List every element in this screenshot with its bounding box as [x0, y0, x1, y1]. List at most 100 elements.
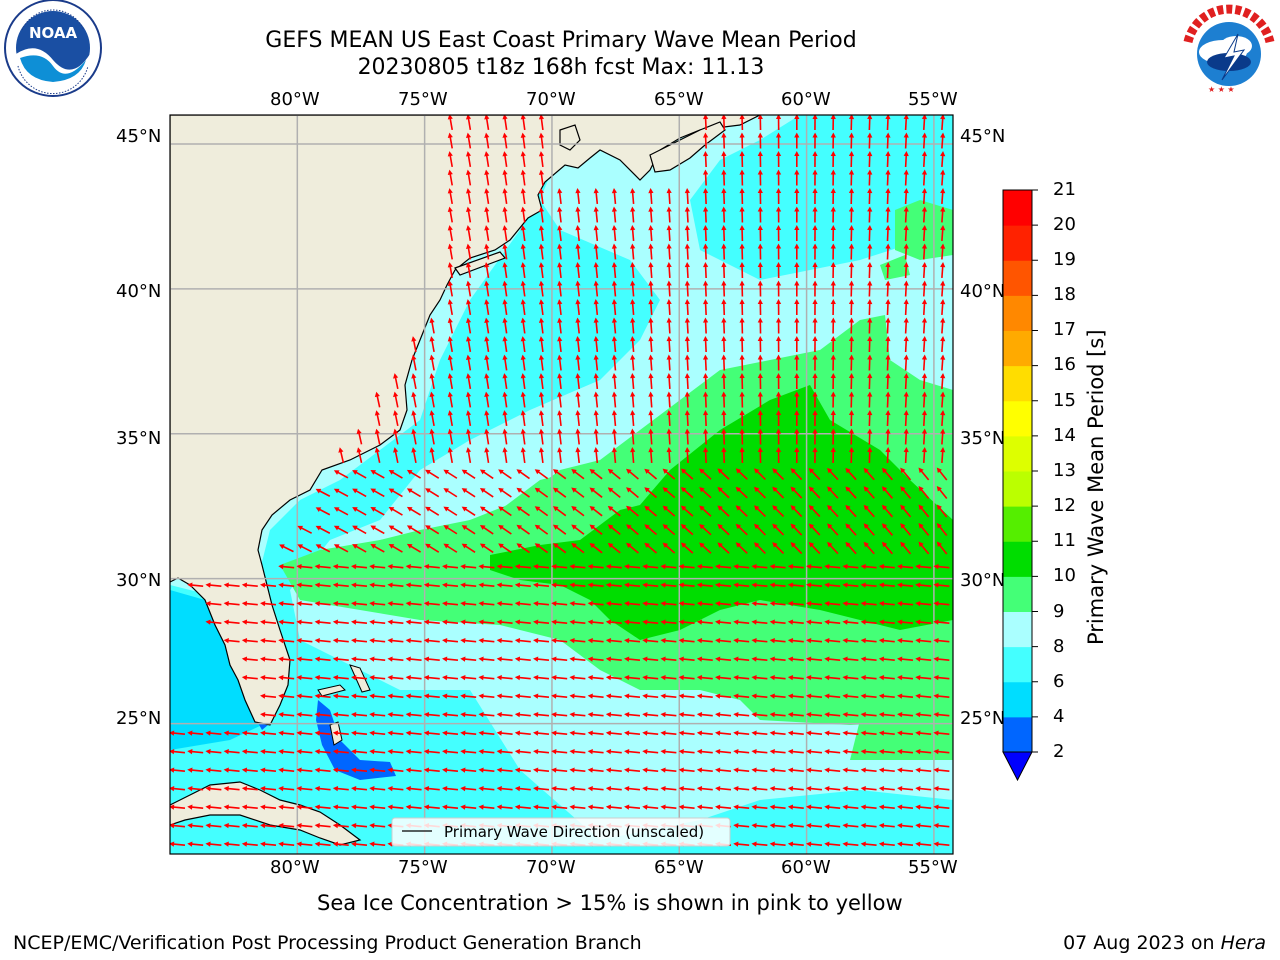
wave-arrow [860, 730, 877, 736]
wave-arrow [812, 206, 818, 223]
wave-arrow [533, 767, 550, 773]
wave-arrow [721, 169, 727, 186]
wave-arrow [842, 582, 859, 588]
wave-arrow [757, 243, 763, 260]
wave-arrow [460, 786, 477, 792]
wave-arrow [769, 693, 786, 699]
wave-arrow [897, 693, 914, 699]
wave-arrow [699, 542, 712, 554]
wave-arrow [314, 823, 331, 829]
wave-arrow [551, 730, 568, 736]
wave-arrow [332, 841, 349, 847]
wave-arrow [878, 619, 895, 625]
wave-arrow [205, 804, 222, 810]
wave-arrow [660, 693, 677, 699]
wave-arrow [885, 447, 891, 464]
wave-arrow [465, 188, 472, 205]
wave-arrow [881, 486, 893, 499]
wave-arrow [520, 299, 526, 316]
wave-arrow [696, 712, 713, 718]
wave-arrow [721, 280, 727, 297]
wave-arrow [863, 541, 875, 555]
wave-arrow [848, 410, 855, 427]
wave-arrow [703, 373, 709, 390]
wave-arrow [739, 299, 745, 316]
wave-arrow [885, 391, 891, 408]
wave-arrow [666, 317, 672, 334]
wave-arrow [538, 206, 545, 223]
wave-arrow [940, 280, 946, 297]
wave-arrow [775, 188, 782, 205]
lat-label-left: 40°N [116, 281, 162, 302]
wave-arrow [605, 582, 622, 588]
colorbar-tick-label: 2 [1053, 741, 1065, 762]
wave-arrow [605, 656, 622, 662]
wave-arrow [534, 487, 549, 498]
wave-arrow [678, 619, 695, 625]
wave-arrow [332, 656, 349, 662]
wave-arrow [721, 262, 727, 279]
wave-arrow [885, 428, 891, 445]
legend-label: Primary Wave Direction (unscaled) [444, 823, 704, 841]
wave-arrow [187, 823, 204, 829]
wave-arrow [333, 470, 349, 479]
wave-arrow [575, 225, 581, 242]
wave-arrow [278, 675, 295, 681]
wave-arrow [605, 804, 622, 810]
wave-arrow [569, 656, 586, 662]
wave-arrow [933, 638, 950, 644]
wave-arrow [630, 206, 636, 223]
wave-arrow [794, 188, 800, 205]
wave-arrow [514, 619, 531, 625]
wave-arrow [502, 188, 508, 205]
wave-arrow [642, 804, 659, 810]
wave-arrow [241, 730, 258, 736]
wave-arrow [296, 693, 313, 699]
wave-arrow [878, 841, 895, 847]
wave-arrow [607, 524, 621, 536]
colorbar-segment [1003, 435, 1032, 472]
wave-arrow [593, 225, 599, 242]
wave-arrow [824, 638, 841, 644]
wave-arrow [812, 317, 818, 334]
wave-arrow [830, 169, 836, 186]
wave-arrow [696, 804, 713, 810]
wave-arrow [533, 638, 550, 644]
wave-arrow [393, 373, 399, 390]
wave-arrow [648, 243, 654, 260]
wave-arrow [447, 299, 454, 316]
wave-arrow [940, 299, 946, 316]
wave-arrow [314, 767, 331, 773]
wave-arrow [757, 391, 763, 408]
wave-arrow [666, 225, 672, 242]
wave-arrow [900, 523, 912, 536]
wave-arrow [241, 804, 258, 810]
wave-arrow [538, 188, 545, 205]
wave-arrow [733, 675, 750, 681]
wave-arrow [903, 132, 909, 149]
wave-arrow [520, 336, 526, 353]
wave-arrow [775, 206, 782, 223]
wave-arrow [626, 524, 639, 536]
wave-arrow [278, 601, 295, 607]
wave-arrow [824, 693, 841, 699]
wave-arrow [885, 317, 891, 334]
wave-arrow [278, 767, 295, 773]
wave-arrow [571, 543, 585, 554]
wave-arrow [867, 262, 873, 279]
wave-arrow [715, 693, 732, 699]
wave-arrow [794, 262, 800, 279]
wave-arrow [557, 336, 563, 353]
wave-arrow [860, 564, 877, 570]
wave-arrow [772, 523, 785, 536]
wave-arrow [848, 262, 855, 279]
wave-arrow [915, 582, 932, 588]
wave-arrow [496, 601, 513, 607]
wave-arrow [465, 373, 472, 390]
wave-arrow [824, 749, 841, 755]
wave-arrow [808, 467, 821, 481]
sea-ice-note: Sea Ice Concentration > 15% is shown in … [317, 891, 903, 915]
wave-arrow [751, 582, 768, 588]
wave-arrow [442, 656, 459, 662]
wave-arrow [830, 447, 836, 464]
